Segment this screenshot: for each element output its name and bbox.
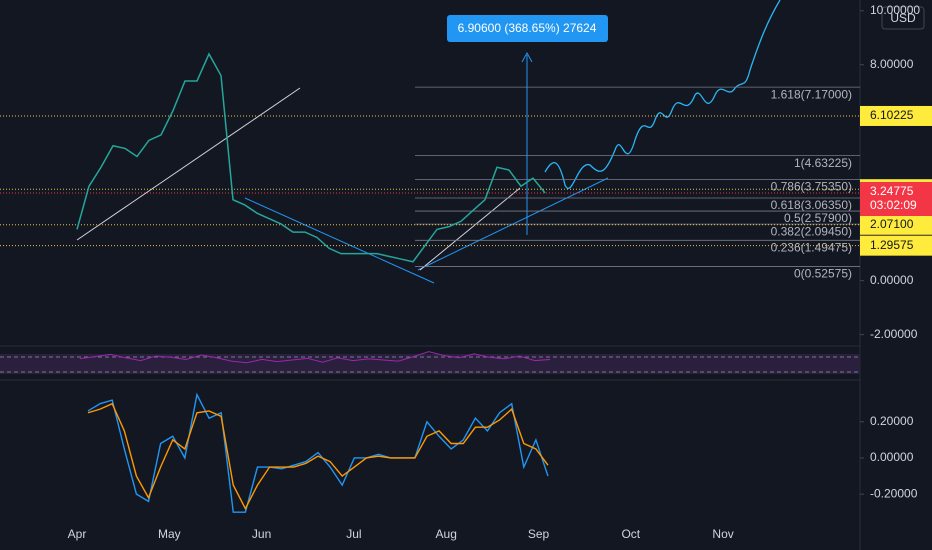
x-tick-label: Aug: [436, 527, 457, 541]
rsi-band: [0, 354, 860, 374]
price-box: [860, 235, 932, 256]
x-tick-label: Jul: [346, 527, 361, 541]
fib-label: 1.618(7.17000): [771, 87, 852, 101]
annotation: 6.90600 (368.65%) 27624: [458, 21, 597, 35]
x-tick-label: Apr: [68, 527, 87, 541]
y-tick-label: 10.00000: [870, 3, 920, 17]
y-tick-label: -0.20000: [870, 486, 918, 500]
price-line: [76, 52, 546, 263]
y-tick-label: 8.00000: [870, 57, 914, 71]
countdown: 03:02:09: [870, 198, 917, 212]
x-tick-label: Jun: [252, 527, 271, 541]
rsi-line: [79, 351, 551, 364]
projection-path: [544, 0, 781, 189]
fib-label: 0.382(2.09450): [771, 224, 852, 238]
annotation-box: [447, 15, 608, 42]
fib-label: 0.786(3.75350): [771, 180, 852, 194]
currency-button[interactable]: [881, 6, 925, 30]
fib-label: 0.618(3.06350): [771, 198, 852, 212]
fib-label: 0(0.52575): [794, 267, 852, 281]
fib-label: 0.5(2.57900): [784, 211, 852, 225]
oscillator-line: [87, 402, 549, 511]
x-tick-label: Nov: [712, 527, 733, 541]
price-label: 2.07100: [870, 217, 914, 231]
fib-label: 1(4.63225): [794, 156, 852, 170]
price-label: 6.10225: [870, 108, 914, 122]
oscillator-line: [87, 392, 549, 513]
trend-line: [76, 87, 301, 241]
arrow-head: [521, 51, 533, 63]
x-tick-label: Oct: [621, 527, 640, 541]
y-tick-label: 0.20000: [870, 414, 914, 428]
trend-line: [244, 197, 435, 284]
price-label: 1.29575: [870, 238, 914, 252]
x-tick-label: May: [158, 527, 181, 541]
price-box: [860, 105, 932, 126]
last-price-box: [860, 181, 932, 216]
price-box: [860, 214, 932, 235]
y-tick-label: 0.00000: [870, 450, 914, 464]
y-tick-label: 0.00000: [870, 273, 914, 287]
trend-line: [419, 187, 521, 271]
y-tick-label: -2.00000: [870, 327, 918, 341]
x-tick-label: Sep: [528, 527, 550, 541]
fib-label: 0.236(1.49475): [771, 240, 852, 254]
currency[interactable]: USD: [890, 11, 916, 25]
last-price: 3.24775: [870, 184, 914, 198]
